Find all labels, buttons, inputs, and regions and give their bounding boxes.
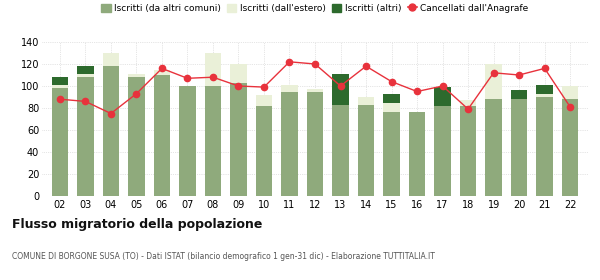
Bar [154,75,170,196]
Bar [383,112,400,196]
Bar [205,86,221,196]
Bar [52,88,68,196]
Bar [358,97,374,105]
Legend: Iscritti (da altri comuni), Iscritti (dall'estero), Iscritti (altri), Cancellati: Iscritti (da altri comuni), Iscritti (da… [98,0,532,17]
Bar [536,94,553,97]
Text: Flusso migratorio della popolazione: Flusso migratorio della popolazione [12,218,262,231]
Bar [562,99,578,196]
Bar [383,94,400,102]
Bar [358,105,374,196]
Bar [536,97,553,196]
Bar [77,77,94,196]
Bar [434,87,451,106]
Bar [511,99,527,196]
Bar [434,106,451,196]
Bar [128,74,145,77]
Bar [52,77,68,85]
Bar [511,90,527,99]
Bar [460,106,476,196]
Bar [281,85,298,92]
Bar [77,66,94,74]
Bar [154,69,170,75]
Bar [230,64,247,83]
Bar [460,100,476,106]
Bar [332,74,349,105]
Bar [383,102,400,112]
Bar [103,53,119,66]
Bar [562,86,578,99]
Bar [52,85,68,88]
Bar [179,86,196,196]
Bar [409,112,425,196]
Bar [230,83,247,196]
Bar [205,53,221,86]
Bar [307,92,323,196]
Bar [128,77,145,196]
Bar [77,74,94,77]
Bar [485,64,502,99]
Bar [103,66,119,196]
Bar [307,89,323,92]
Bar [281,92,298,196]
Bar [256,95,272,106]
Bar [485,99,502,196]
Bar [536,85,553,94]
Bar [256,106,272,196]
Bar [332,105,349,196]
Text: COMUNE DI BORGONE SUSA (TO) - Dati ISTAT (bilancio demografico 1 gen-31 dic) - E: COMUNE DI BORGONE SUSA (TO) - Dati ISTAT… [12,252,435,261]
